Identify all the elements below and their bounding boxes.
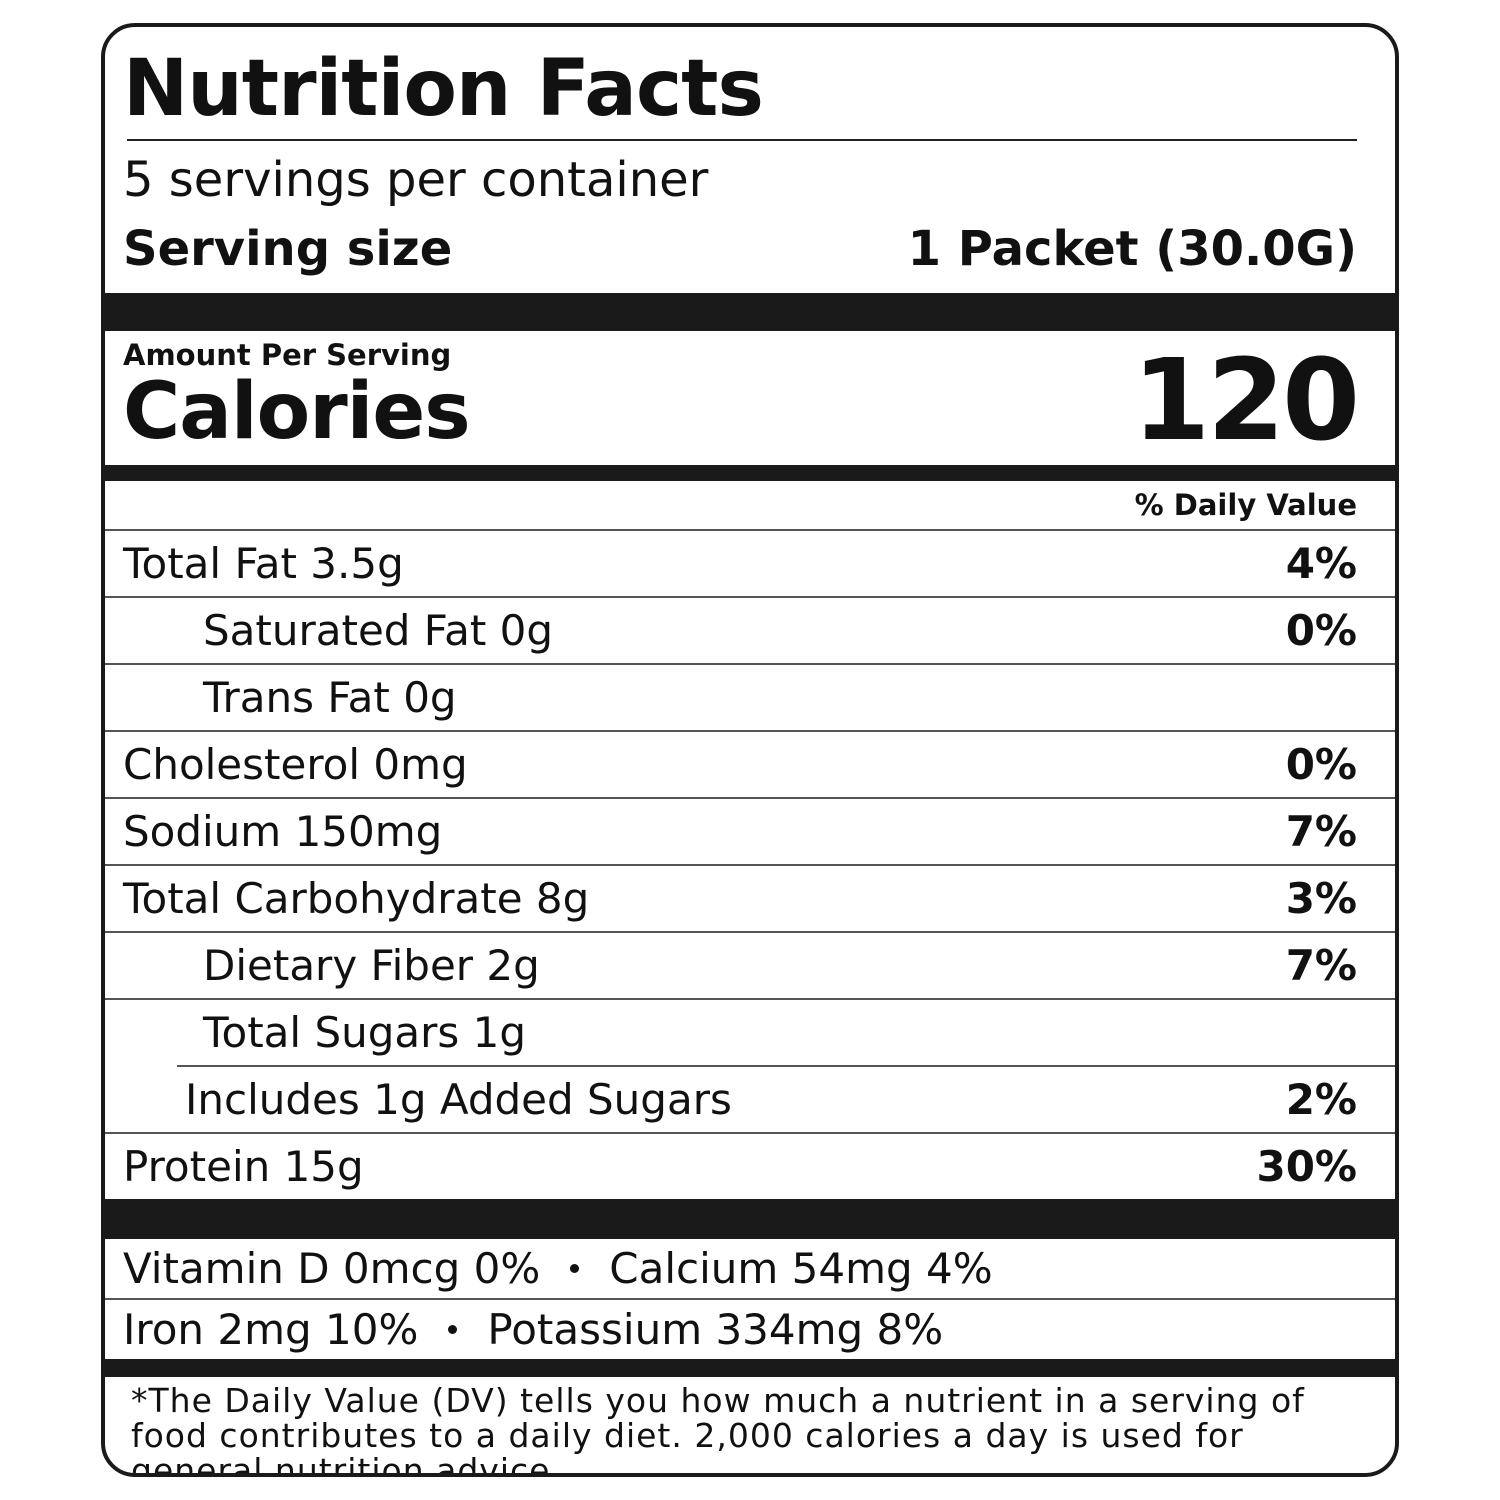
daily-value: 0% [1285, 606, 1357, 655]
micronutrient: Potassium 334mg 8% [487, 1305, 944, 1354]
serving-size-value: 1 Packet (30.0G) [907, 221, 1357, 277]
nutrient-row: Sodium 150mg 7% [105, 797, 1395, 864]
nutrient-row: Dietary Fiber 2g 7% [105, 931, 1395, 998]
calories-value: 120 [1132, 336, 1360, 466]
servings: 5 servings per container [123, 152, 709, 208]
thick-bar [105, 293, 1395, 331]
thick-bar [105, 1199, 1395, 1239]
serving-size-row: Serving size 1 Packet (30.0G) [105, 217, 1395, 281]
nutrition-label: Nutrition Facts 5 servings per container… [101, 23, 1399, 1477]
title: Nutrition Facts [123, 44, 764, 134]
nutrient-label: Saturated Fat 0g [203, 606, 554, 655]
daily-value: 7% [1285, 941, 1357, 990]
separator-dot [448, 1325, 458, 1334]
nutrient-label: Dietary Fiber 2g [203, 941, 540, 990]
micronutrient-row: Vitamin D 0mcg 0% Calcium 54mg 4% [105, 1239, 1395, 1298]
nutrient-label: Total Fat 3.5g [123, 539, 404, 588]
daily-value: 3% [1285, 874, 1357, 923]
nutrient-row: Cholesterol 0mg 0% [105, 730, 1395, 797]
calories-label: Calories [123, 367, 471, 457]
footnote: *The Daily Value (DV) tells you how much… [131, 1381, 1305, 1477]
nutrient-row: Includes 1g Added Sugars 2% [177, 1065, 1395, 1132]
nutrient-label: Total Carbohydrate 8g [123, 874, 590, 923]
nutrient-label: Protein 15g [123, 1142, 364, 1191]
micronutrient-row: Iron 2mg 10% Potassium 334mg 8% [105, 1298, 1395, 1359]
nutrient-row: Total Fat 3.5g 4% [105, 529, 1395, 596]
amount-per-serving: Amount Per Serving [123, 338, 452, 372]
nutrient-row: Saturated Fat 0g 0% [105, 596, 1395, 663]
nutrient-label: Sodium 150mg [123, 807, 443, 856]
micronutrient: Calcium 54mg 4% [609, 1244, 993, 1293]
nutrient-label: Cholesterol 0mg [123, 740, 468, 789]
nutrient-row: Total Sugars 1g [105, 998, 1395, 1065]
nutrient-row: Trans Fat 0g [105, 663, 1395, 730]
medium-bar [105, 465, 1395, 481]
daily-value: 30% [1256, 1142, 1357, 1191]
micronutrient: Iron 2mg 10% [123, 1305, 419, 1354]
nutrient-label: Trans Fat 0g [203, 673, 457, 722]
medium-bar [105, 1359, 1395, 1377]
nutrient-list: Total Fat 3.5g 4% Saturated Fat 0g 0% Trans … [105, 529, 1395, 1199]
nutrient-row: Total Carbohydrate 8g 3% [105, 864, 1395, 931]
calories-row: Calories 120 [105, 345, 1395, 457]
separator-dot [570, 1264, 580, 1273]
nutrient-row: Protein 15g 30% [105, 1132, 1395, 1199]
daily-value: 0% [1285, 740, 1357, 789]
micronutrient: Vitamin D 0mcg 0% [123, 1244, 541, 1293]
nutrient-label: Includes 1g Added Sugars [185, 1075, 732, 1124]
serving-size-label: Serving size [123, 221, 453, 277]
rule [127, 139, 1357, 141]
daily-value: 2% [1285, 1075, 1357, 1124]
nutrient-label: Total Sugars 1g [203, 1008, 526, 1057]
daily-value: 7% [1285, 807, 1357, 856]
daily-value-header: % Daily Value [1134, 488, 1357, 522]
daily-value: 4% [1285, 539, 1357, 588]
micronutrient-list: Vitamin D 0mcg 0% Calcium 54mg 4% Iron 2mg… [105, 1239, 1395, 1359]
